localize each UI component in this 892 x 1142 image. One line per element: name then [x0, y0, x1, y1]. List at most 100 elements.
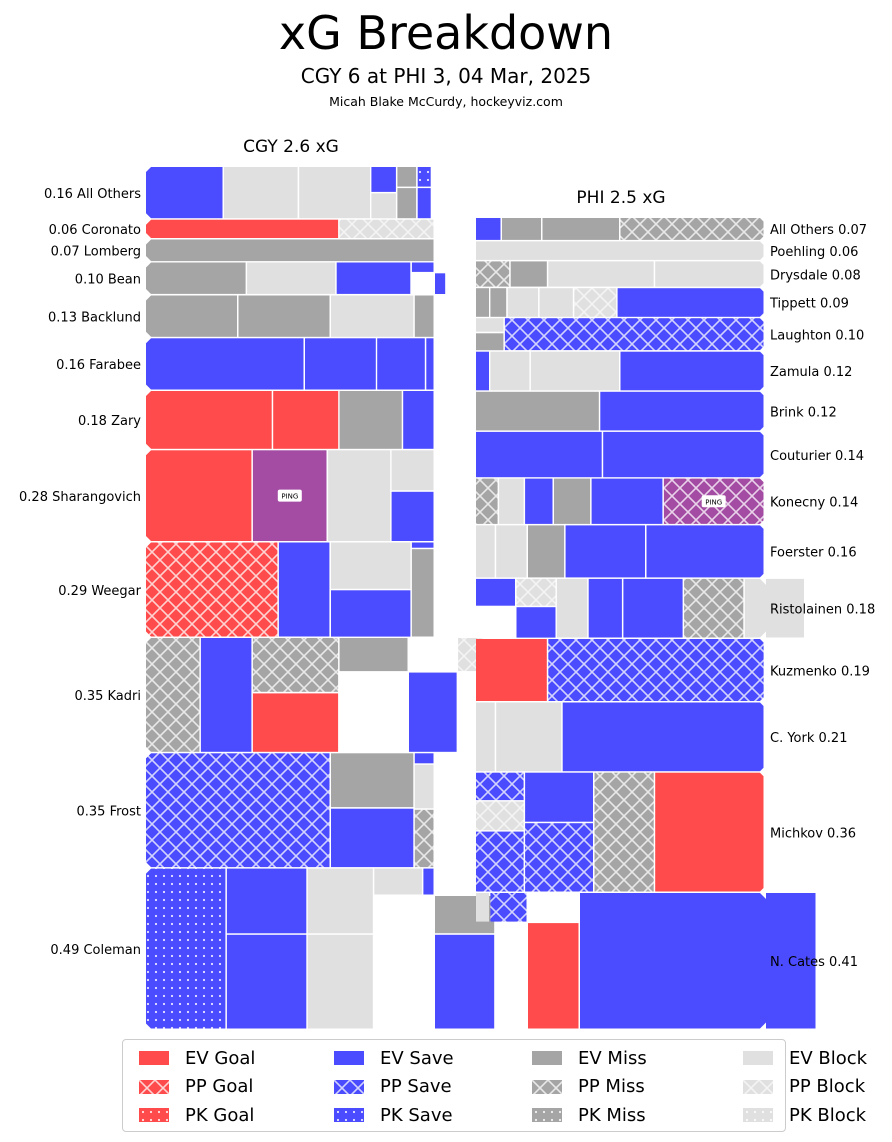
- player-label: Kuzmenko 0.19: [770, 664, 870, 679]
- shot-tile-cgy-ev-save: [146, 338, 304, 390]
- shot-tile-phi-ev-save: [476, 578, 515, 606]
- legend-swatch: [532, 1051, 562, 1065]
- shot-tile-cgy-ev-save: [377, 338, 425, 390]
- shot-tile-cgy-ev-block: [331, 542, 411, 589]
- player-label: Brink 0.12: [770, 405, 837, 420]
- shot-tile-cgy-ev-miss: [414, 295, 434, 337]
- player-label: 0.49 Coleman: [50, 943, 141, 958]
- shot-tile-phi-ev-miss: [476, 288, 489, 317]
- legend-label: PP Block: [789, 1076, 866, 1097]
- row-notch: [759, 390, 766, 432]
- legend-item-ev-save: EV Save: [334, 1044, 454, 1072]
- player-label: 0.16 All Others: [44, 187, 141, 202]
- legend-item-pp-save: PP Save: [334, 1073, 452, 1101]
- shot-tile-cgy-ev-block: [224, 167, 298, 219]
- shot-tile-phi-pp-save: [525, 823, 593, 892]
- shot-tile-phi-ev-block: [539, 288, 573, 317]
- row-notch: [759, 524, 766, 579]
- player-label: Zamula 0.12: [770, 365, 852, 380]
- shot-tile-phi-pp-save: [476, 772, 524, 801]
- shot-tile-phi-pp-miss: [476, 261, 510, 287]
- legend-item-pk-goal: PK Goal: [139, 1101, 254, 1129]
- row-notch: [759, 260, 766, 288]
- player-label: Ristolainen 0.18: [770, 603, 875, 618]
- shot-tile-cgy-ev-block: [247, 262, 336, 294]
- shot-tile-phi-ev-goal: [655, 772, 764, 892]
- legend-label: PP Save: [380, 1076, 452, 1097]
- shot-tile-cgy-ev-save: [423, 868, 434, 895]
- row-notch: [759, 217, 766, 241]
- shot-tile-cgy-ev-save: [371, 167, 396, 192]
- legend-label: EV Miss: [578, 1047, 647, 1069]
- shot-tile-cgy-ev-save: [226, 868, 307, 934]
- player-label: 0.07 Lomberg: [51, 245, 141, 260]
- row-notch: [145, 238, 152, 263]
- shot-tile-phi-pp-miss: [476, 478, 498, 524]
- shot-tile-cgy-ev-block: [331, 295, 414, 337]
- shot-tile-phi-ev-block: [496, 702, 562, 772]
- shot-tile-phi-ev-save: [603, 431, 764, 478]
- shot-tile-phi-ev-save: [516, 607, 556, 638]
- shot-tile-cgy-ev-save: [417, 188, 431, 219]
- shot-tile-cgy-ev-goal: [252, 693, 339, 752]
- shot-tile-cgy-ev-save: [409, 672, 457, 752]
- shot-tile-phi-ev-block: [499, 478, 524, 524]
- legend-label: PK Goal: [185, 1104, 255, 1126]
- shot-tile-phi-ev-miss: [476, 333, 504, 351]
- shot-tile-phi-ev-miss: [542, 218, 619, 240]
- shot-tile-phi-ev-save: [617, 288, 764, 317]
- shot-tile-cgy-ev-save: [278, 542, 330, 637]
- player-label: 0.35 Frost: [77, 805, 142, 820]
- player-label: 0.06 Coronato: [49, 223, 141, 238]
- shot-tile-phi-ev-block: [556, 578, 588, 638]
- shot-tile-phi-ev-save: [476, 351, 489, 391]
- shot-tile-phi-ev-save: [620, 351, 764, 391]
- shot-tile-phi-pp-miss: [594, 772, 654, 892]
- shot-tile-cgy-ev-save: [403, 391, 434, 449]
- legend-item-pk-save: PK Save: [334, 1101, 453, 1129]
- player-label: 0.29 Weegar: [58, 584, 141, 599]
- legend-swatch: [743, 1079, 773, 1094]
- shot-tile-phi-pp-save: [476, 831, 524, 892]
- shot-tile-phi-pp-miss: [620, 218, 764, 240]
- shot-tile-cgy-pp-goal: [146, 542, 278, 637]
- row-notch: [759, 577, 766, 639]
- shot-tile-phi-ev-goal: [528, 923, 579, 1029]
- row-notch: [145, 337, 152, 391]
- legend-item-ev-miss: EV Miss: [532, 1044, 647, 1072]
- row-notch: [145, 218, 152, 239]
- shot-tile-cgy-ev-save: [435, 273, 446, 294]
- shot-tile-cgy-ev-save: [411, 542, 434, 548]
- shot-tile-cgy-ev-save: [414, 753, 434, 764]
- shot-tile-cgy-ev-save: [391, 491, 434, 541]
- legend-item-pp-block: PP Block: [743, 1073, 865, 1101]
- shot-tile-cgy-ev-miss: [397, 167, 417, 187]
- legend-label: EV Goal: [185, 1047, 256, 1069]
- row-notch: [759, 317, 766, 352]
- player-label: Foerster 0.16: [770, 546, 857, 561]
- ping-annotation-box: [277, 489, 302, 502]
- shot-tile-cgy-ev-save: [226, 934, 307, 1029]
- player-label: C. York 0.21: [770, 731, 847, 746]
- shot-tile-phi-ev-save: [623, 578, 683, 638]
- shot-tile-phi-ev-save: [580, 893, 816, 1029]
- shot-tile-cgy-ev-block: [371, 193, 396, 219]
- legend-swatch: [743, 1108, 773, 1122]
- shot-tile-phi-ev-block: [530, 351, 619, 391]
- player-label: Drysdale 0.08: [770, 268, 861, 283]
- shot-tile-phi-ev-save: [562, 702, 764, 772]
- shot-tile-cgy-ev-save: [331, 590, 411, 637]
- phi-panel-title: PHI 2.5 xG: [576, 188, 666, 208]
- shot-tile-cgy-pk-save: [417, 167, 431, 187]
- shot-tile-cgy-ev-goal: [273, 391, 339, 449]
- legend-label: EV Block: [789, 1047, 868, 1069]
- legend: EV Goal PP Goal PK Goal EV Save PP Save PK Sa…: [122, 1039, 867, 1132]
- ping-annotation: PING: [281, 493, 298, 501]
- ping-annotation: PING: [705, 498, 722, 506]
- player-label: Konecny 0.14: [770, 496, 858, 511]
- row-notch: [145, 166, 152, 220]
- legend-item-pk-block: PK Block: [743, 1101, 866, 1129]
- shot-tile-phi-ev-block: [476, 241, 764, 260]
- player-label: All Others 0.07: [770, 223, 867, 238]
